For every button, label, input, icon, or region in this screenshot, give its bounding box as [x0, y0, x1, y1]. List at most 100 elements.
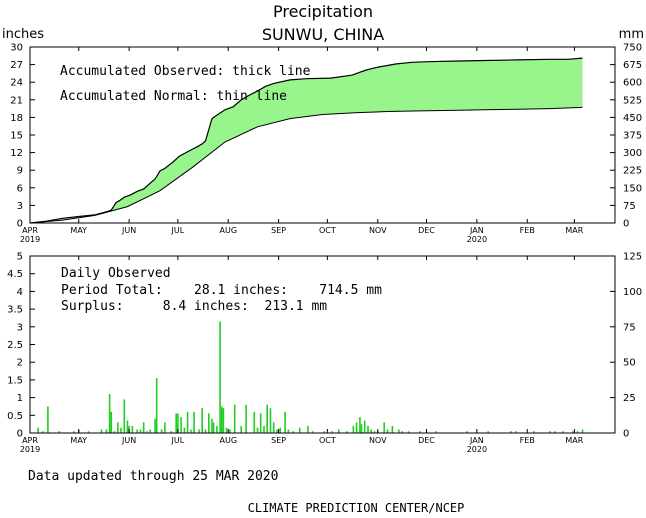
daily-bar [58, 431, 61, 433]
y-tick-label: 3 [17, 201, 23, 212]
y2-tick-label: 0 [623, 429, 629, 440]
month-label: NOV [369, 436, 387, 445]
daily-bar [164, 422, 166, 433]
daily-bar [549, 431, 551, 433]
y2-tick-label: 125 [623, 252, 642, 263]
y2-tick-label: 600 [623, 78, 642, 89]
y-tick-label: 1.5 [7, 375, 23, 386]
daily-bar [177, 413, 179, 433]
daily-bar [370, 429, 372, 433]
y-tick-label: 4 [17, 287, 23, 298]
daily-bar [211, 418, 213, 433]
legend-observed: Accumulated Observed: thick line [60, 64, 311, 79]
daily-bar [201, 408, 203, 433]
data-updated-label: Data updated through 25 MAR 2020 [28, 469, 278, 484]
daily-bar [266, 404, 268, 433]
month-label: SEP [271, 436, 286, 445]
daily-bar [284, 411, 286, 433]
daily-bar [359, 417, 361, 433]
daily-bar [263, 425, 265, 433]
y-tick-label: 0 [17, 219, 23, 230]
y-tick-label: 9 [17, 166, 23, 177]
daily-bar [37, 427, 39, 433]
observed-line [29, 57, 583, 224]
daily-bar [337, 429, 340, 433]
daily-bar [100, 429, 103, 433]
daily-bar [510, 431, 512, 433]
surplus-label: Surplus: 8.4 inches: 213.1 mm [61, 299, 327, 314]
daily-bar [146, 431, 148, 433]
y2-tick-label: 150 [623, 183, 642, 194]
daily-bar [269, 408, 272, 433]
month-label: MAR [565, 436, 583, 445]
daily-bar [581, 429, 584, 433]
daily-bar [219, 321, 221, 433]
year-label: 2019 [20, 235, 40, 244]
daily-bar [204, 429, 207, 433]
daily-bar [117, 422, 119, 433]
y-tick-label: 2 [17, 358, 23, 369]
daily-bar [352, 425, 355, 433]
month-label: DEC [418, 436, 435, 445]
y2-tick-label: 75 [623, 322, 636, 333]
month-label: APR [22, 226, 38, 235]
y2-tick-label: 0 [623, 219, 629, 230]
daily-bar [139, 429, 142, 433]
month-label: JUL [171, 226, 185, 235]
daily-bar [435, 431, 437, 433]
daily-bar [367, 425, 369, 433]
daily-bar [292, 431, 294, 433]
daily-bar [170, 431, 173, 433]
daily-bar [225, 427, 228, 433]
month-label: APR [22, 436, 38, 445]
y2-tick-label: 75 [623, 201, 636, 212]
daily-bar [298, 427, 301, 433]
y2-tick-label: 675 [623, 60, 642, 71]
daily-bar [287, 429, 290, 433]
y-tick-label: 30 [10, 43, 23, 54]
daily-bar [42, 431, 44, 433]
y-tick-label: 1 [17, 393, 23, 404]
daily-bar [346, 431, 348, 433]
daily-bar [149, 429, 151, 433]
daily-bar [276, 429, 278, 433]
normal-line [29, 106, 583, 224]
daily-bar [110, 411, 113, 433]
daily-bar [272, 422, 275, 433]
y-tick-label: 0.5 [7, 411, 23, 422]
month-label: JAN [469, 226, 484, 235]
month-label: JAN [469, 436, 484, 445]
month-label: OCT [319, 436, 336, 445]
daily-bar [323, 431, 325, 433]
daily-bar [487, 431, 489, 433]
daily-bar [233, 404, 236, 433]
daily-bar [123, 399, 126, 433]
daily-bar [120, 427, 122, 433]
y2-tick-label: 50 [623, 358, 636, 369]
daily-bar [142, 422, 145, 433]
right-unit-label: mm [619, 27, 644, 42]
y2-tick-label: 750 [623, 43, 642, 54]
left-unit-label: inches [2, 27, 44, 42]
month-label: NOV [369, 226, 387, 235]
y-tick-label: 12 [10, 148, 23, 159]
y-tick-label: 3.5 [7, 305, 23, 316]
daily-bar [562, 431, 564, 433]
daily-bar [216, 425, 218, 433]
y-tick-label: 4.5 [7, 269, 23, 280]
month-label: OCT [319, 226, 336, 235]
daily-bar [383, 422, 385, 433]
daily-bar [180, 417, 182, 433]
daily-bar [363, 420, 366, 433]
y-tick-label: 15 [10, 131, 23, 142]
month-label: AUG [219, 226, 237, 235]
daily-bar [154, 418, 156, 433]
daily-bar [259, 413, 262, 433]
daily-bar [466, 431, 468, 433]
daily-bar [355, 422, 358, 433]
daily-bar [186, 411, 189, 433]
year-label: 2019 [20, 445, 40, 454]
y-tick-label: 21 [10, 95, 23, 106]
daily-bar [533, 431, 535, 433]
